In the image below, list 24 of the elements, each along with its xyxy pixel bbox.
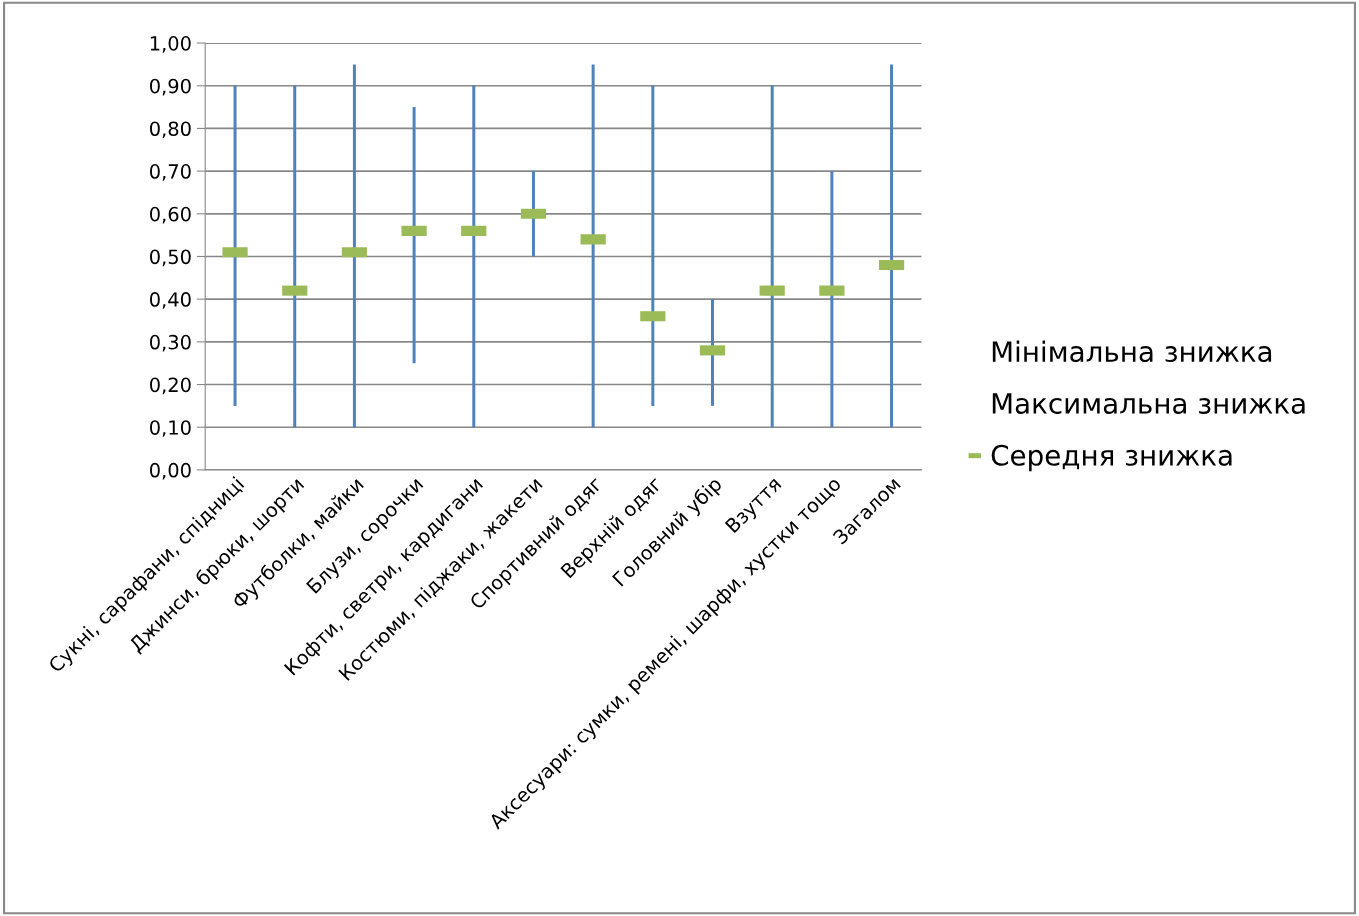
text: Мінімальна знижка [992,340,1272,363]
bar [890,64,894,428]
y-tick-label: 1,00 [150,36,191,53]
bar [651,85,655,406]
bar [770,85,774,428]
y-tick-label: 0,80 [150,121,191,139]
bar [472,85,476,428]
bar [233,85,237,406]
bar [412,107,416,364]
y-tick-label: 0,30 [150,334,191,352]
y-tick-label: 0,10 [150,420,191,437]
y-tick-label: 0,40 [150,292,191,309]
y-tick-label: 0,90 [150,78,191,96]
legend-label: Середня знижка [991,444,1232,472]
bar [293,85,297,428]
text: Максимальна знижка [992,393,1305,414]
y-tick-label: 0,50 [150,249,191,267]
bar [830,171,834,428]
y-tick-label: 0,70 [150,164,191,181]
bar [591,64,595,428]
bar [711,299,714,406]
y-tick-label: 0,60 [150,206,191,224]
bar [352,64,356,428]
y-tick-label: 0,20 [150,377,191,395]
